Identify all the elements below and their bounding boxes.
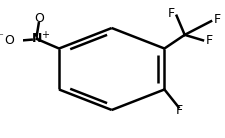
Text: ⁻: ⁻ <box>0 32 4 42</box>
Text: N: N <box>32 32 42 45</box>
Text: +: + <box>41 30 49 40</box>
Text: F: F <box>205 34 212 47</box>
Text: O: O <box>34 12 43 25</box>
Text: F: F <box>167 7 174 20</box>
Text: F: F <box>213 13 220 26</box>
Text: O: O <box>4 34 14 47</box>
Text: F: F <box>175 104 182 117</box>
